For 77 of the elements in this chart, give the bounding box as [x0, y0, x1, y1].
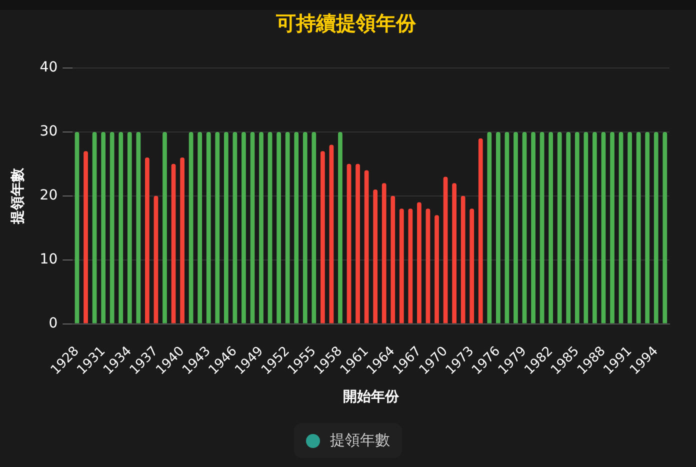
- bar: [188, 132, 194, 324]
- bar: [101, 132, 106, 324]
- bar: [84, 151, 88, 324]
- bar: [180, 158, 184, 324]
- y-tick-label: 30: [40, 124, 58, 140]
- bar: [470, 208, 474, 324]
- text: 提領年數: [330, 431, 390, 450]
- bar: [417, 202, 422, 324]
- bar: [136, 132, 141, 324]
- bar: [460, 196, 466, 324]
- bar: [522, 132, 527, 324]
- bar: [478, 138, 483, 324]
- bar: [268, 132, 272, 324]
- bar: [154, 196, 158, 324]
- bar: [206, 132, 211, 324]
- bar: [618, 132, 624, 324]
- bar: [74, 132, 80, 324]
- bar: [540, 132, 544, 324]
- bar: [198, 132, 202, 324]
- bar: [574, 132, 580, 324]
- bar: [443, 176, 448, 324]
- bar: [382, 183, 386, 324]
- y-tick-label: 20: [40, 188, 58, 204]
- bar: [215, 132, 220, 324]
- bar: [285, 132, 290, 324]
- bar: [434, 215, 439, 324]
- bar: [145, 158, 150, 324]
- bar: [426, 208, 430, 324]
- bar: [452, 183, 456, 324]
- bar: [259, 132, 264, 324]
- bar: [399, 208, 404, 324]
- bar: [224, 132, 228, 324]
- bar: [242, 132, 246, 324]
- bar: [662, 132, 668, 324]
- bar: [654, 132, 658, 324]
- bar: [118, 132, 124, 324]
- bar: [171, 164, 176, 324]
- bar: [504, 132, 510, 324]
- bar: [232, 132, 238, 324]
- bar: [601, 132, 606, 324]
- bar: [592, 132, 597, 324]
- bar: [390, 196, 396, 324]
- bar: [496, 132, 500, 324]
- y-axis-title: 提領年數: [10, 166, 26, 225]
- bar: [320, 151, 325, 324]
- bar: [584, 132, 588, 324]
- bar: [610, 132, 614, 324]
- bar: [250, 132, 255, 324]
- bar: [302, 132, 308, 324]
- y-tick-label: 10: [40, 251, 58, 268]
- bar: [92, 132, 97, 324]
- bar: [645, 132, 650, 324]
- y-tick-label: 0: [48, 315, 58, 332]
- bar: [294, 132, 299, 324]
- bar: [312, 132, 316, 324]
- bar: [110, 132, 114, 324]
- bar: [338, 132, 342, 324]
- bar: [346, 164, 352, 324]
- bar: [628, 132, 632, 324]
- bar: [514, 132, 518, 324]
- bar: [373, 189, 378, 324]
- bar: [356, 164, 360, 324]
- chart-title: 可持續提領年份: [275, 11, 417, 36]
- bar: [162, 132, 167, 324]
- bar: [636, 132, 641, 324]
- bar: [127, 132, 132, 324]
- y-tick-label: 40: [40, 60, 58, 76]
- bar: [557, 132, 562, 324]
- bar: [566, 132, 571, 324]
- bar: [531, 132, 536, 324]
- x-axis-title: 開始年份: [342, 389, 400, 406]
- bar: [329, 144, 334, 324]
- bar: [364, 170, 369, 324]
- bar: [408, 208, 413, 324]
- bar: [548, 132, 554, 324]
- bar: [487, 132, 492, 324]
- bar: [276, 132, 282, 324]
